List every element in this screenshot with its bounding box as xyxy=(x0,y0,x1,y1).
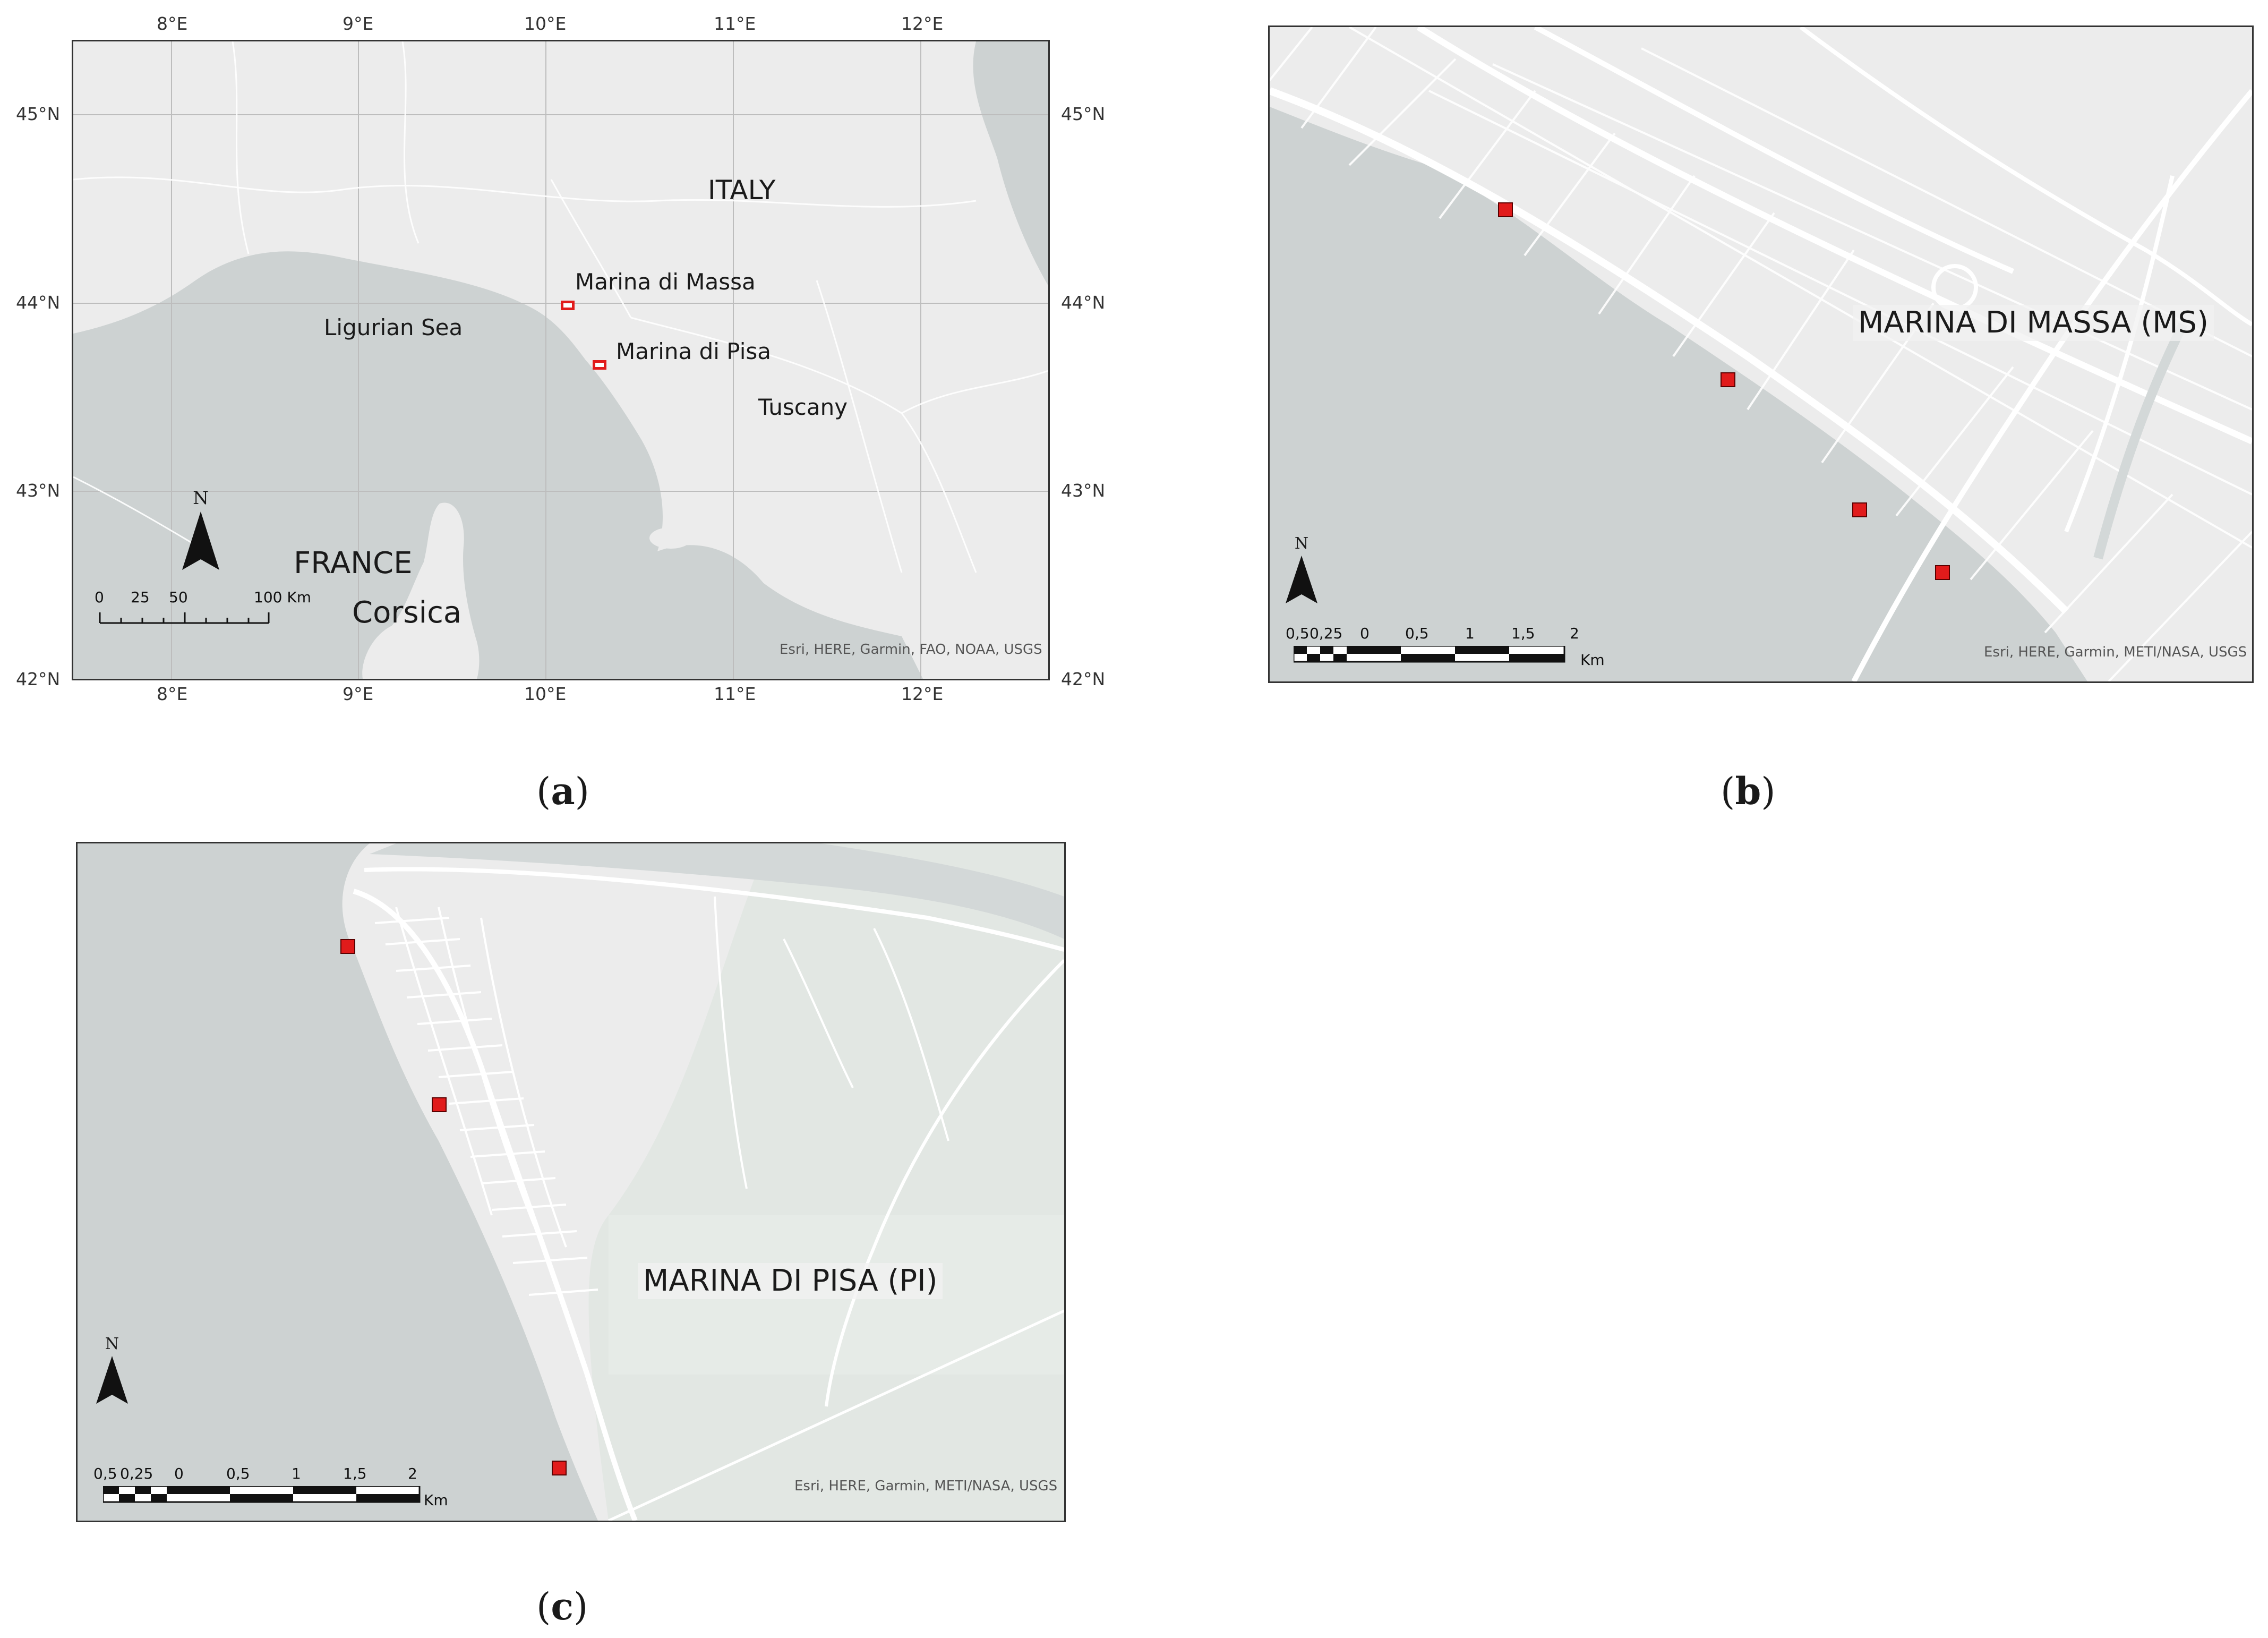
left-tick-45n: 45°N xyxy=(16,104,61,124)
scale-tick-0: 0 xyxy=(1360,625,1370,642)
label-marina-di-pisa: Marina di Pisa xyxy=(616,338,771,364)
caption-a: (a) xyxy=(536,769,589,813)
base-map-a xyxy=(73,41,1048,679)
base-map-c xyxy=(78,843,1064,1521)
left-tick-43n: 43°N xyxy=(16,480,61,501)
base-map-b xyxy=(1270,27,2252,681)
bottom-tick-8e: 8°E xyxy=(157,684,188,704)
sampling-site-marker xyxy=(340,939,355,954)
scale-tick-0: 0 xyxy=(95,588,104,606)
scale-unit: Km xyxy=(1580,651,1605,669)
attribution-a: Esri, HERE, Garmin, FAO, NOAA, USGS xyxy=(780,642,1042,658)
north-arrow-icon xyxy=(1286,556,1317,603)
scale-tick-0-25: 0,25 xyxy=(120,1465,153,1482)
label-corsica: Corsica xyxy=(352,595,462,630)
scale-bar-c: 0,5 0,25 0 0,5 1 1,5 2 Km xyxy=(93,1465,465,1515)
caption-letter: a xyxy=(551,769,575,813)
caption-c: (c) xyxy=(536,1584,588,1628)
map-frame-a: ITALY Marina di Massa Marina di Pisa Lig… xyxy=(72,40,1050,680)
scale-bar-b: 0,5 0,25 0 0,5 1 1,5 2 Km xyxy=(1286,625,1615,675)
scale-tick-0-5: 0,5 xyxy=(226,1465,250,1482)
top-tick-12e: 12°E xyxy=(901,13,944,34)
scale-tick-1-5: 1,5 xyxy=(1511,625,1535,642)
title-marina-di-massa: MARINA DI MASSA (MS) xyxy=(1853,305,2214,341)
sampling-site-marker xyxy=(1852,502,1867,517)
sampling-site-marker xyxy=(1721,372,1735,387)
north-arrow-b: N xyxy=(1283,534,1320,608)
top-tick-8e: 8°E xyxy=(157,13,188,34)
scale-tick-2: 2 xyxy=(408,1465,417,1482)
right-tick-43n: 43°N xyxy=(1061,480,1106,501)
right-tick-44n: 44°N xyxy=(1061,292,1106,313)
north-label: N xyxy=(193,488,209,509)
sampling-site-marker xyxy=(1935,565,1950,580)
north-label: N xyxy=(1294,534,1309,553)
scale-bar-a: 0 25 50 100 Km xyxy=(95,588,311,631)
north-arrow-a: N xyxy=(177,488,225,575)
location-marker-pisa xyxy=(593,360,606,370)
label-france: FRANCE xyxy=(294,546,413,581)
bottom-tick-12e: 12°E xyxy=(901,684,944,704)
left-tick-42n: 42°N xyxy=(16,669,61,689)
scale-tick-1: 1 xyxy=(292,1465,301,1482)
scale-unit: Km xyxy=(424,1491,448,1509)
scale-bar-graphic xyxy=(1294,646,1565,663)
scale-tick-0: 0 xyxy=(174,1465,184,1482)
map-frame-b: MARINA DI MASSA (MS) N 0,5 0,25 0 0,5 1 … xyxy=(1268,25,2254,683)
scale-tick-1: 1 xyxy=(1465,625,1475,642)
bottom-tick-9e: 9°E xyxy=(343,684,374,704)
scale-bar-graphic xyxy=(103,1486,421,1503)
scale-tick-1-5: 1,5 xyxy=(343,1465,367,1482)
scale-tick-0-5-left: 0,5 xyxy=(93,1465,117,1482)
scale-tick-100km: 100 Km xyxy=(254,588,311,606)
top-tick-11e: 11°E xyxy=(714,13,756,34)
sampling-site-marker xyxy=(552,1461,567,1475)
caption-letter: b xyxy=(1735,769,1761,813)
scale-tick-0-25: 0,25 xyxy=(1310,625,1343,642)
label-tuscany: Tuscany xyxy=(758,394,848,420)
caption-letter: c xyxy=(551,1584,574,1628)
attribution-b: Esri, HERE, Garmin, METI/NASA, USGS xyxy=(1984,644,2247,660)
scale-bar-graphic xyxy=(99,612,270,624)
top-tick-9e: 9°E xyxy=(343,13,374,34)
scale-tick-25: 25 xyxy=(131,588,150,606)
north-arrow-icon xyxy=(182,511,219,570)
sampling-site-marker xyxy=(432,1097,447,1112)
location-marker-massa xyxy=(561,301,575,310)
bottom-tick-11e: 11°E xyxy=(714,684,756,704)
title-marina-di-pisa: MARINA DI PISA (PI) xyxy=(638,1263,943,1299)
scale-tick-0-5: 0,5 xyxy=(1405,625,1429,642)
scale-tick-0-5-left: 0,5 xyxy=(1286,625,1310,642)
sampling-site-marker xyxy=(1498,202,1513,217)
attribution-c: Esri, HERE, Garmin, METI/NASA, USGS xyxy=(794,1478,1058,1494)
north-arrow-c: N xyxy=(93,1335,131,1409)
scale-tick-50: 50 xyxy=(169,588,188,606)
top-tick-10e: 10°E xyxy=(524,13,567,34)
right-tick-45n: 45°N xyxy=(1061,104,1106,124)
left-tick-44n: 44°N xyxy=(16,292,61,313)
scale-tick-2: 2 xyxy=(1570,625,1579,642)
label-italy: ITALY xyxy=(708,175,776,206)
right-tick-42n: 42°N xyxy=(1061,669,1106,689)
north-arrow-icon xyxy=(96,1356,128,1404)
caption-b: (b) xyxy=(1721,769,1776,813)
label-ligurian-sea: Ligurian Sea xyxy=(324,314,463,340)
map-frame-c: MARINA DI PISA (PI) N 0,5 0,25 0 0,5 1 1… xyxy=(76,842,1066,1522)
north-label: N xyxy=(105,1335,119,1353)
label-marina-di-massa: Marina di Massa xyxy=(575,269,756,295)
bottom-tick-10e: 10°E xyxy=(524,684,567,704)
